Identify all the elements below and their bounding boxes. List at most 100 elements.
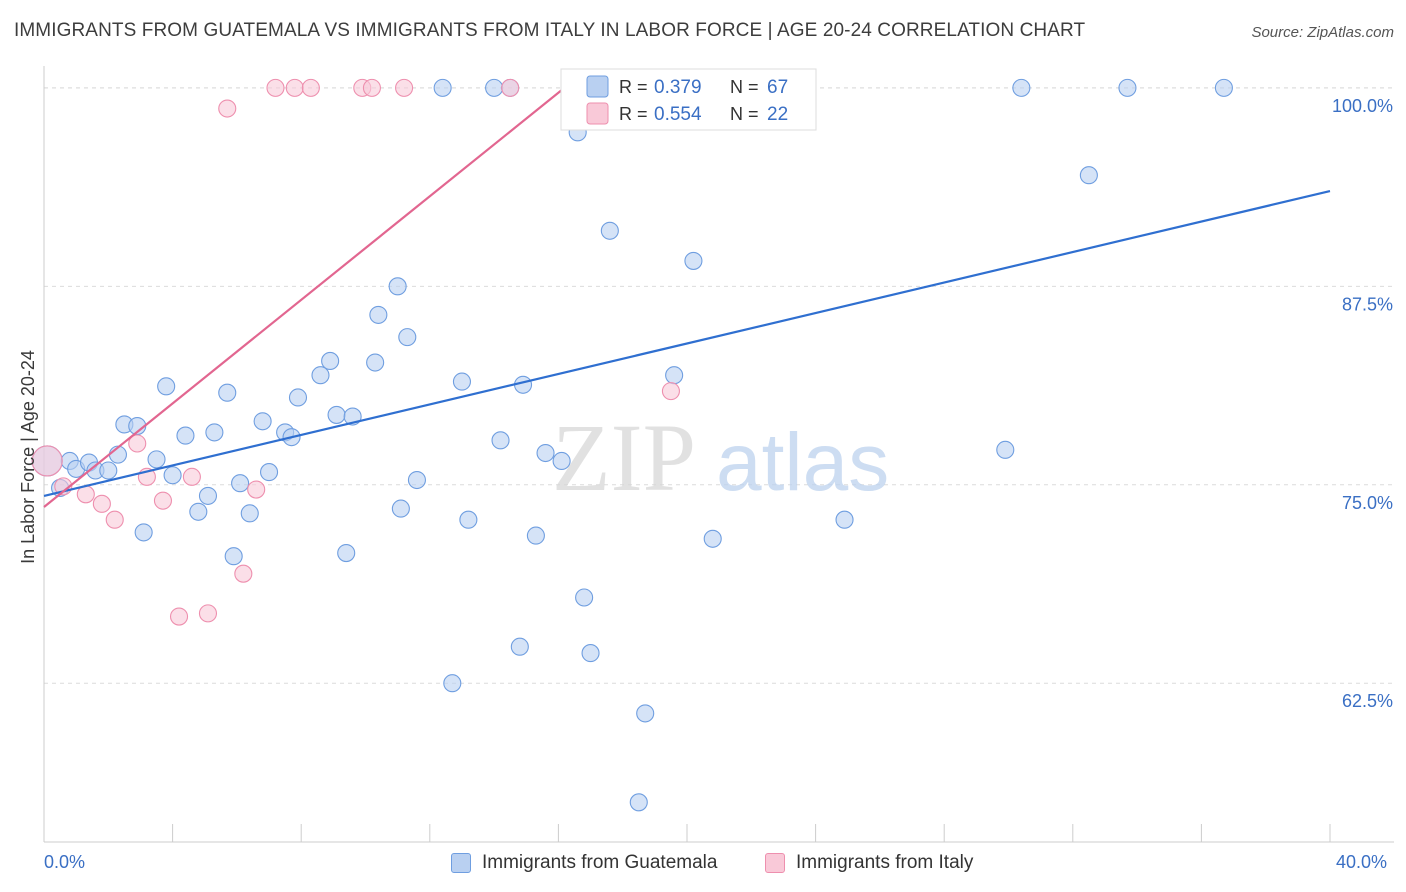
guatemala-point	[491, 431, 510, 450]
guatemala-point	[1214, 78, 1233, 97]
trendlines	[43, 71, 1331, 508]
guatemala-point	[218, 383, 237, 402]
guatemala-point	[288, 388, 308, 407]
guatemala-point	[163, 466, 182, 485]
trendline-italy	[43, 71, 585, 508]
source-label: Source: ZipAtlas.com	[1251, 24, 1394, 41]
guatemala-point	[311, 366, 330, 385]
guatemala-point	[231, 474, 250, 493]
guatemala-point	[147, 450, 166, 469]
y-tick-labels: 100.0% 87.5% 75.0% 62.5%	[1332, 96, 1393, 711]
guatemala-point	[369, 305, 388, 324]
axes	[43, 66, 1394, 843]
guatemala-point	[321, 351, 340, 370]
italy-point	[362, 78, 381, 97]
stats-legend: R = 0.379 N = 67 R = 0.554 N = 22	[560, 68, 817, 131]
guatemala-point	[510, 637, 529, 656]
guatemala-point	[391, 499, 410, 518]
y-tick-label: 87.5%	[1342, 294, 1393, 314]
italy-point	[198, 604, 218, 623]
guatemala-point	[575, 588, 594, 607]
guatemala-point	[176, 426, 195, 445]
guatemala-point	[581, 644, 600, 663]
stats-legend-n-label-guatemala: N =	[730, 77, 764, 97]
guatemala-point	[636, 704, 655, 723]
italy-point	[105, 510, 124, 529]
guatemala-point	[407, 470, 426, 490]
guatemala-point	[189, 502, 208, 521]
stats-legend-swatch-guatemala	[586, 75, 609, 98]
stats-legend-r-label-italy: R =	[619, 104, 653, 124]
guatemala-point	[526, 526, 545, 545]
italy-point	[501, 78, 520, 97]
y-tick-label: 100.0%	[1332, 96, 1393, 116]
chart-title: IMMIGRANTS FROM GUATEMALA VS IMMIGRANTS …	[14, 20, 1086, 41]
italy-point	[169, 607, 189, 626]
guatemala-point	[552, 451, 571, 471]
italy-point	[234, 564, 253, 583]
guatemala-point	[684, 251, 703, 270]
guatemala-point	[600, 221, 619, 240]
guatemala-point	[703, 529, 722, 548]
stats-legend-swatch-italy	[586, 102, 609, 125]
y-tick-label: 62.5%	[1342, 691, 1393, 711]
italy-point	[285, 78, 304, 97]
guatemala-point	[198, 486, 218, 505]
guatemala-point	[259, 463, 279, 482]
guatemala-point	[224, 547, 243, 566]
bottom-legend: Immigrants from Guatemala Immigrants fro…	[0, 850, 1406, 880]
italy-point	[153, 491, 173, 510]
stats-legend-n-label-italy: N =	[730, 104, 764, 124]
guatemala-point	[240, 504, 259, 523]
guatemala-point	[443, 674, 462, 693]
guatemala-point	[327, 405, 346, 424]
stats-legend-n-value-italy: 22	[767, 104, 788, 125]
guatemala-point	[205, 423, 224, 442]
legend-item-guatemala: Immigrants from Guatemala	[451, 852, 717, 874]
italy-point	[395, 78, 414, 97]
guatemala-point	[99, 461, 118, 480]
guatemala-point	[629, 793, 648, 812]
guatemala-point	[1118, 78, 1137, 97]
trendline-guatemala	[43, 190, 1331, 497]
watermark-zip: ZIP	[552, 404, 696, 511]
italy-point	[92, 494, 111, 513]
guatemala-point	[1012, 78, 1031, 97]
italy-point	[31, 445, 63, 477]
guatemala-point	[665, 366, 684, 385]
x-axis-min-label: 0.0%	[44, 852, 86, 872]
legend-label-italy: Immigrants from Italy	[796, 852, 974, 873]
italy-point	[266, 78, 285, 97]
legend-item-italy: Immigrants from Italy	[765, 852, 973, 874]
watermark: ZIP atlas	[552, 404, 889, 511]
x-axis-max-label: 40.0%	[1336, 852, 1388, 872]
guatemala-point	[398, 328, 417, 347]
guatemala-point	[433, 78, 452, 97]
guatemala-point	[1079, 166, 1098, 185]
guatemala-point	[388, 277, 407, 296]
legend-swatch-italy	[765, 853, 785, 873]
guatemala-point	[134, 523, 153, 542]
stats-legend-r-value-italy: 0.554	[654, 104, 702, 125]
italy-point	[182, 467, 201, 486]
y-axis-label: In Labor Force | Age 20-24	[18, 350, 38, 564]
italy-point	[247, 480, 266, 499]
guatemala-point	[337, 544, 356, 563]
series-italy-points	[31, 78, 680, 626]
y-tick-label: 75.0%	[1342, 493, 1393, 513]
guatemala-point	[459, 510, 478, 529]
stats-legend-r-value-guatemala: 0.379	[654, 77, 702, 98]
stats-legend-n-value-guatemala: 67	[767, 77, 788, 98]
watermark-atlas: atlas	[716, 417, 889, 508]
stats-legend-r-label-guatemala: R =	[619, 77, 653, 97]
guatemala-point	[996, 440, 1015, 459]
italy-point	[128, 434, 147, 453]
guatemala-point	[485, 78, 504, 97]
guatemala-point	[452, 372, 472, 391]
guatemala-point	[157, 377, 176, 396]
italy-point	[218, 99, 237, 118]
guatemala-point	[253, 412, 272, 431]
legend-swatch-guatemala	[451, 853, 471, 873]
italy-point	[661, 382, 680, 401]
